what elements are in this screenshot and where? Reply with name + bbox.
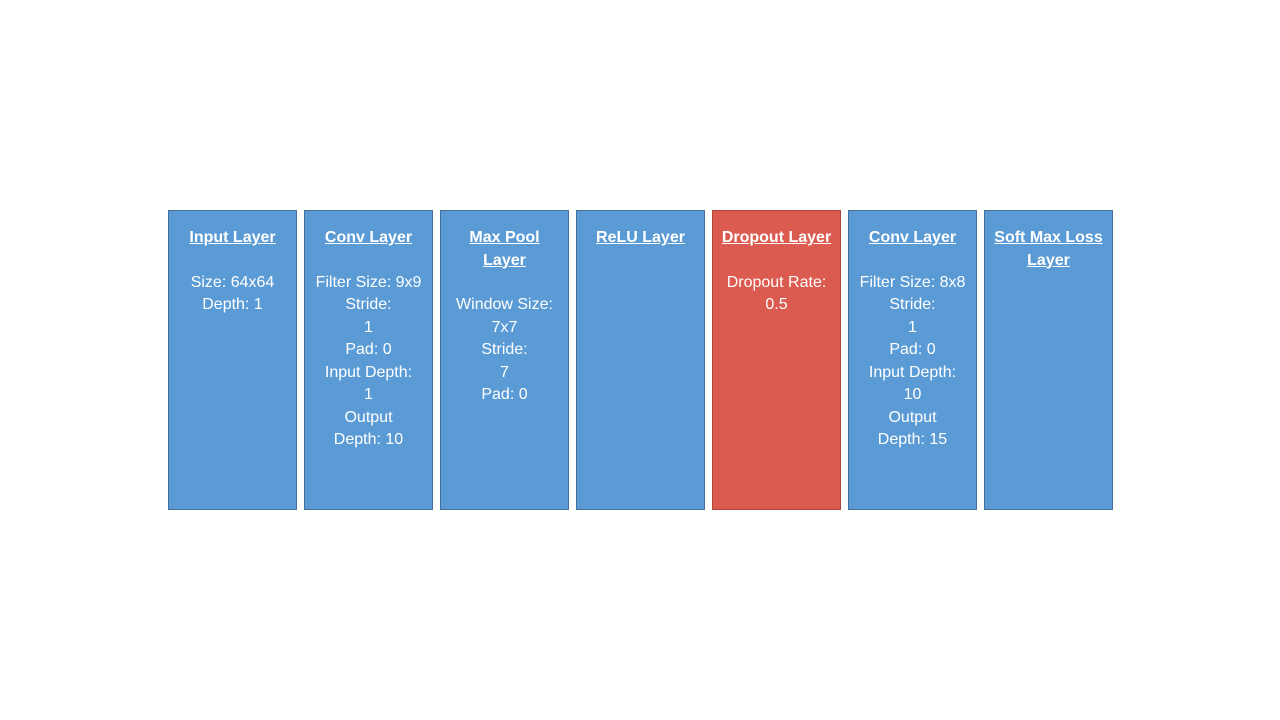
layer-title: Dropout Layer <box>721 229 832 246</box>
layer-detail-line: Pad: 0 <box>481 386 528 403</box>
layer-details: Filter Size: 8x8 Stride: 1 Pad: 0 Input … <box>849 272 976 452</box>
layer-title: Input Layer <box>189 229 276 246</box>
layer-detail-line: 10 <box>903 386 922 403</box>
layer-details: Dropout Rate: 0.5 <box>713 272 840 317</box>
layer-detail-line: Filter Size: 8x8 <box>859 273 966 291</box>
layer-title: ReLU Layer <box>596 229 685 246</box>
layer-detail-line: Filter Size: 9x9 <box>315 273 422 291</box>
layer-detail-line: Output <box>344 408 393 426</box>
layer-detail-line: 0.5 <box>765 296 788 313</box>
layer-detail-line: 1 <box>364 318 373 336</box>
layer-detail-line: Stride: <box>481 341 528 358</box>
relu-layer-box: ReLU Layer <box>576 210 705 510</box>
layer-details: Window Size: 7x7 Stride: 7 Pad: 0 <box>441 294 568 407</box>
layer-detail-line: Window Size: <box>456 296 553 313</box>
layer-detail-line: Depth: 15 <box>877 431 948 448</box>
layer-detail-line: Dropout Rate: <box>726 273 827 291</box>
layer-detail-line: Pad: 0 <box>345 341 392 358</box>
conv-layer-2-box: Conv Layer Filter Size: 8x8 Stride: 1 Pa… <box>848 210 977 510</box>
layer-detail-line: Depth: 10 <box>333 431 404 448</box>
layer-detail-line: Size: 64x64 <box>190 273 275 291</box>
layer-detail-line: 7x7 <box>491 318 518 336</box>
dropout-layer-box: Dropout Layer Dropout Rate: 0.5 <box>712 210 841 510</box>
layer-detail-line: 7 <box>500 363 509 381</box>
max-pool-layer-box: Max Pool Layer Window Size: 7x7 Stride: … <box>440 210 569 510</box>
softmax-loss-layer-box: Soft Max Loss Layer <box>984 210 1113 510</box>
layer-detail-line: Depth: 1 <box>202 296 263 313</box>
input-layer-box: Input Layer Size: 64x64 Depth: 1 <box>168 210 297 510</box>
layer-detail-line: Input Depth: <box>868 363 957 381</box>
layer-detail-line: Output <box>888 408 937 426</box>
layer-details: Filter Size: 9x9 Stride: 1 Pad: 0 Input … <box>305 272 432 452</box>
layer-title: Max Pool Layer <box>469 229 540 269</box>
layer-detail-line: Input Depth: <box>324 363 413 381</box>
layer-detail-line: Stride: <box>345 296 392 313</box>
conv-layer-1-box: Conv Layer Filter Size: 9x9 Stride: 1 Pa… <box>304 210 433 510</box>
layer-detail-line: 1 <box>908 318 917 336</box>
layer-title: Conv Layer <box>324 229 413 246</box>
layer-detail-line: Stride: <box>889 296 936 313</box>
layer-title: Soft Max Loss Layer <box>994 229 1103 269</box>
layer-detail-line: 1 <box>364 386 373 403</box>
layer-details: Size: 64x64 Depth: 1 <box>169 272 296 317</box>
layer-detail-line: Pad: 0 <box>889 341 936 358</box>
layer-title: Conv Layer <box>868 229 957 246</box>
